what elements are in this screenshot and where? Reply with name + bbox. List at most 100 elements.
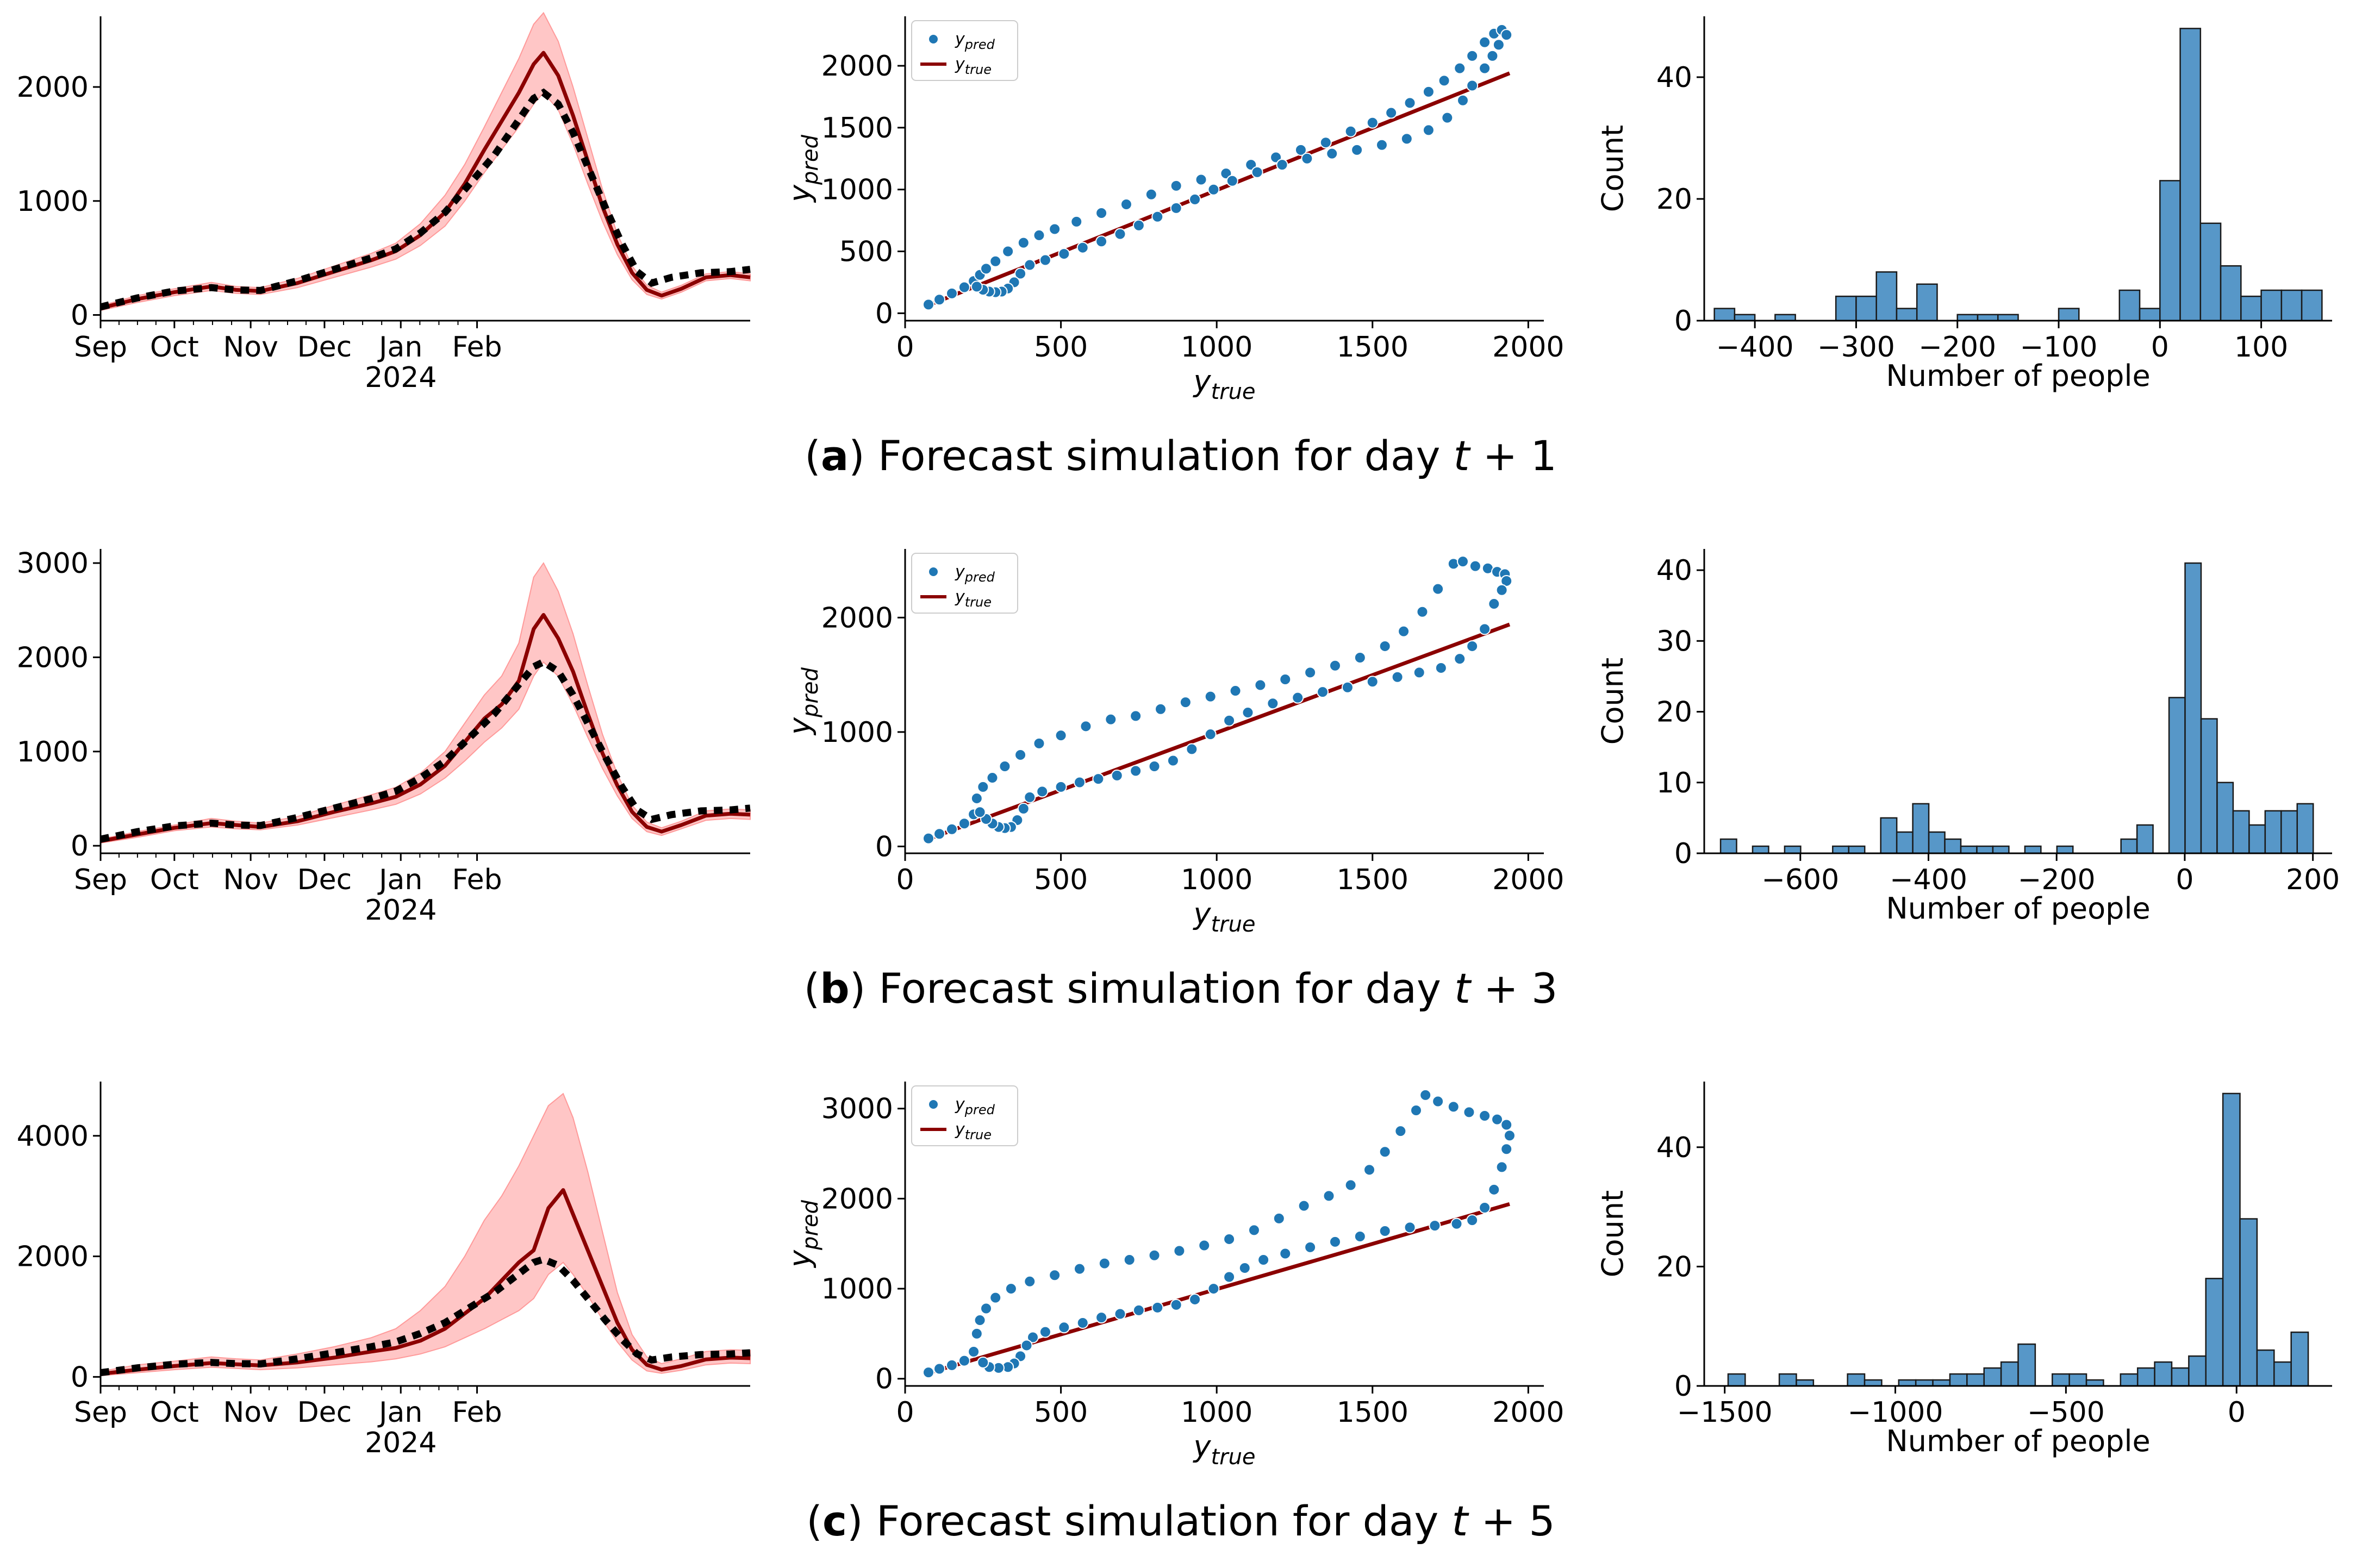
histogram-bar bbox=[2139, 308, 2161, 322]
histogram-bar bbox=[1898, 1379, 1917, 1387]
y-tick-label: 0 bbox=[875, 830, 893, 863]
y-axis-label-sub: pred bbox=[798, 134, 823, 185]
x-tick-label: Feb bbox=[452, 1396, 502, 1429]
scatter-point bbox=[1114, 1308, 1126, 1320]
scatter-point bbox=[1404, 1221, 1416, 1234]
scatter-point bbox=[1422, 85, 1435, 98]
scatter-point bbox=[1379, 640, 1391, 652]
scatter-point bbox=[1039, 1326, 1051, 1338]
histogram-bar bbox=[1778, 1373, 1797, 1387]
histogram-bar bbox=[1855, 295, 1877, 322]
scatter-point bbox=[1223, 1233, 1236, 1245]
true-series-line bbox=[99, 658, 751, 843]
scatter-point bbox=[980, 263, 993, 275]
scatter-point bbox=[1404, 97, 1416, 109]
x-axis-label-sub: true bbox=[1211, 912, 1255, 937]
x-tick-label: 200 bbox=[2286, 864, 2340, 896]
scatter-point bbox=[1351, 143, 1363, 156]
legend-label-true: ytrue bbox=[955, 55, 992, 77]
scatter-point bbox=[1491, 1113, 1504, 1126]
scatter-point bbox=[1226, 174, 1238, 187]
x-year-label: 2024 bbox=[365, 1427, 437, 1459]
x-tick-label: 500 bbox=[1034, 1396, 1088, 1429]
caption-label: c bbox=[822, 1497, 847, 1545]
legend-label-true-main: y bbox=[955, 55, 965, 74]
y-axis-label: Count bbox=[1596, 125, 1630, 212]
y-tick-label: 500 bbox=[839, 236, 893, 268]
histogram-bar bbox=[2068, 1373, 2087, 1387]
caption-paren-close: ) bbox=[847, 1497, 876, 1545]
scatter-point bbox=[1195, 173, 1207, 186]
scatter-point bbox=[1419, 1089, 1432, 1101]
x-tick-label: 100 bbox=[2234, 331, 2288, 364]
y-axis-label-main: y bbox=[783, 717, 817, 736]
x-tick-label: −500 bbox=[2027, 1396, 2105, 1429]
scatter-point bbox=[1207, 1283, 1220, 1295]
scatter-point bbox=[1438, 74, 1450, 87]
scatter-point bbox=[1326, 147, 1338, 160]
x-axis-label: ytrue bbox=[1192, 897, 1255, 937]
x-tick-label: 2000 bbox=[1492, 864, 1564, 896]
y-tick-label: 0 bbox=[71, 830, 89, 863]
histogram-bar bbox=[1983, 1367, 2002, 1387]
scatter-point bbox=[1454, 653, 1466, 665]
scatter-point bbox=[1189, 1293, 1201, 1305]
y-axis-label-main: y bbox=[783, 1250, 817, 1269]
scatter-point bbox=[1254, 679, 1267, 691]
x-tick-label: 2000 bbox=[1492, 1396, 1564, 1429]
legend-label-pred: ypred bbox=[955, 30, 995, 52]
histogram-bar bbox=[1832, 845, 1850, 854]
legend-marker-pred bbox=[928, 566, 939, 577]
x-axis-label: Number of people bbox=[1886, 1424, 2150, 1458]
scatter-point bbox=[933, 293, 946, 306]
scatter-point bbox=[1479, 1201, 1491, 1214]
histogram-bar bbox=[2188, 1355, 2207, 1387]
scatter-point bbox=[999, 760, 1011, 772]
scatter-point bbox=[1432, 583, 1444, 595]
scatter-point bbox=[1354, 652, 1366, 664]
histogram-bar bbox=[2159, 180, 2181, 322]
y-tick-label: 0 bbox=[1674, 1370, 1692, 1403]
y-tick-label: 2000 bbox=[17, 1241, 89, 1273]
y-tick-label: 0 bbox=[875, 1363, 893, 1396]
histogram-bar bbox=[2024, 845, 2042, 854]
scatter-point bbox=[1479, 623, 1491, 635]
y-tick-label: 2000 bbox=[17, 71, 89, 104]
histogram-panel: 0 10 20 30 40 −600 −400 −200 0 200 Number of peopl… bbox=[1596, 549, 2340, 926]
legend-label-true: ytrue bbox=[955, 1120, 992, 1142]
scatter-point bbox=[1344, 125, 1357, 138]
scatter-point bbox=[1304, 1241, 1317, 1253]
x-year-label: 2024 bbox=[365, 894, 437, 927]
x-tick-label: Nov bbox=[223, 864, 278, 896]
histogram-bar bbox=[1966, 1373, 1985, 1387]
x-tick-label: Nov bbox=[223, 1396, 278, 1429]
legend-marker-pred bbox=[928, 34, 939, 45]
legend-label-pred: ypred bbox=[955, 563, 995, 585]
prediction-interval-band bbox=[100, 562, 751, 844]
scatter-point bbox=[1058, 1321, 1070, 1334]
scatter-point bbox=[1486, 49, 1499, 62]
scatter-point bbox=[1273, 1212, 1285, 1225]
caption-text: Forecast simulation for day bbox=[879, 964, 1455, 1013]
scatter-point bbox=[1292, 691, 1304, 704]
caption-var: t bbox=[1452, 1497, 1470, 1545]
x-tick-label: Dec bbox=[297, 331, 352, 364]
scatter-point bbox=[1329, 1235, 1341, 1248]
histogram-bar bbox=[1880, 817, 1898, 854]
y-tick-label: 1000 bbox=[821, 1273, 893, 1305]
histogram-bar bbox=[2216, 782, 2234, 854]
x-tick-label: −400 bbox=[1716, 331, 1794, 364]
scatter-point bbox=[1002, 245, 1014, 258]
histogram-bar bbox=[1796, 1379, 1815, 1387]
histogram-bar bbox=[1896, 308, 1918, 322]
histogram-bar bbox=[2136, 824, 2154, 854]
scatter-point bbox=[1198, 1239, 1211, 1252]
y-tick-label: 40 bbox=[1656, 61, 1692, 94]
scatter-point bbox=[1488, 1183, 1500, 1196]
y-tick-label: 1000 bbox=[17, 736, 89, 769]
y-tick-label: 0 bbox=[1674, 305, 1692, 338]
scatter-point bbox=[1049, 223, 1061, 235]
x-tick-label: Sep bbox=[74, 331, 127, 364]
scatter-point bbox=[1151, 1301, 1164, 1314]
